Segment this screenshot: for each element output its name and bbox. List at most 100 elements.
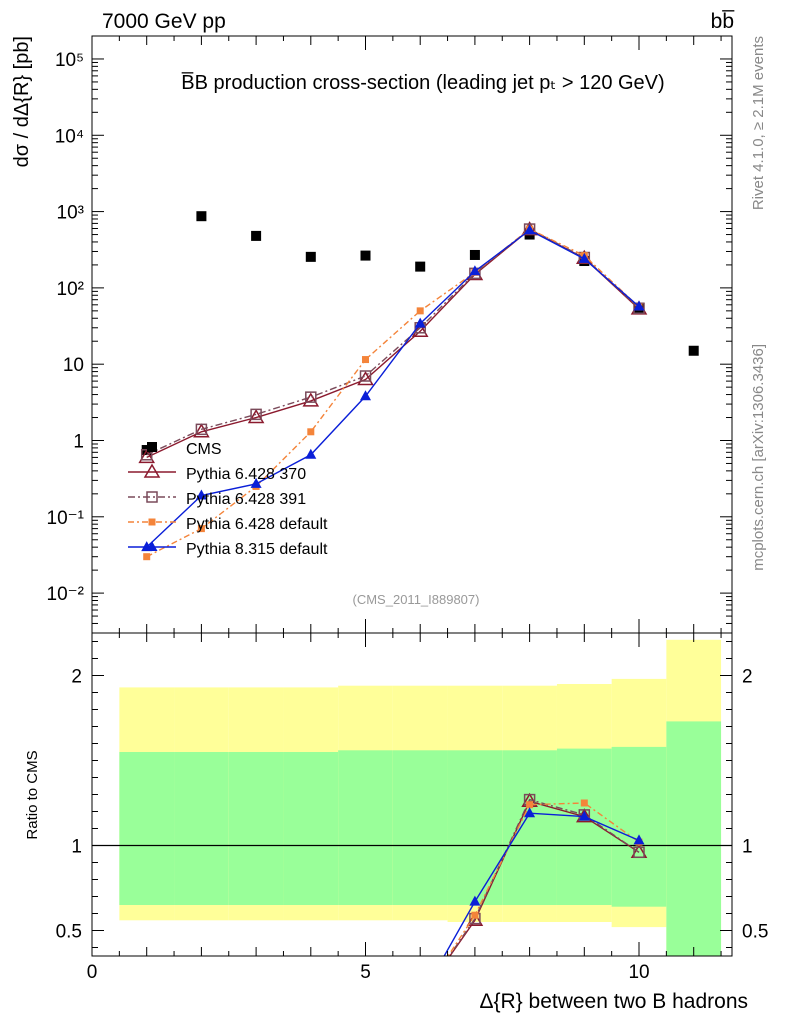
- ratio-line: [447, 802, 640, 956]
- ratio-point: [633, 846, 645, 859]
- bottom-ytick-label: 0.5: [56, 922, 82, 943]
- data-point: [305, 448, 317, 459]
- band-green: [556, 748, 612, 905]
- band-green: [666, 721, 722, 956]
- data-point: [247, 409, 265, 424]
- data-point: [469, 265, 481, 276]
- side-label-top: Rivet 4.1.0, ≥ 2.1M events: [750, 36, 767, 210]
- data-point: [524, 224, 536, 235]
- top-ytick-label: 10⁴: [55, 126, 84, 147]
- analysis-tag: (CMS_2011_I889807): [353, 592, 480, 607]
- bottom-ytick-label-right: 0.5: [742, 922, 768, 943]
- data-point: [362, 356, 370, 364]
- band-green: [119, 752, 175, 905]
- legend-label: CMS: [186, 441, 222, 458]
- data-point: [360, 390, 372, 401]
- legend-label: Pythia 6.428 370: [186, 466, 306, 483]
- data-point: [196, 211, 207, 222]
- legend-marker: [148, 518, 156, 526]
- bottom-ylabel: Ratio to CMS: [24, 750, 41, 839]
- series-4: [141, 224, 645, 552]
- axes: 10⁻² 10⁻¹ 1 10 10² 10³ 10⁴ 10⁵ 0 5 10 0.5 0.5 1 1 2 2: [47, 35, 768, 983]
- ratio-point: [578, 810, 590, 821]
- ratio-point: [415, 994, 425, 1004]
- data-point: [578, 252, 590, 263]
- ratio-series-3: [443, 807, 645, 956]
- ratio-point: [526, 801, 534, 809]
- ratio-point: [469, 895, 481, 906]
- series-line: [146, 229, 640, 548]
- legend-item: Pythia 6.428 default: [128, 516, 328, 533]
- data-point: [416, 307, 424, 315]
- series-2: [140, 223, 645, 461]
- legend-marker: [146, 541, 158, 551]
- data-point: [305, 391, 317, 403]
- data-point: [197, 525, 205, 533]
- band-green: [502, 750, 557, 905]
- bottom-ytick-label-right: 1: [742, 837, 753, 858]
- band-green: [228, 752, 284, 905]
- data-point: [250, 477, 262, 488]
- data-point: [469, 249, 480, 260]
- ratio-point: [576, 808, 593, 823]
- xtick-label: 5: [360, 962, 371, 983]
- legend-item: Pythia 6.428 370: [128, 463, 306, 483]
- band-green: [338, 750, 393, 905]
- top-ytick-label: 1: [73, 431, 84, 452]
- data-point: [414, 317, 426, 328]
- data-point: [633, 300, 645, 311]
- top-ytick-label: 10⁻¹: [47, 508, 85, 529]
- data-point: [307, 428, 315, 436]
- ratio-point: [413, 992, 427, 1004]
- data-point: [138, 448, 156, 464]
- legend-item: Pythia 6.428 391: [128, 491, 306, 508]
- data-point: [359, 370, 372, 382]
- legend: CMS Pythia 6.428 370 Pythia 6.428 391 Pythi…: [128, 441, 328, 558]
- xtick-label: 10: [628, 962, 649, 983]
- data-point: [251, 230, 262, 241]
- data-point: [302, 392, 320, 407]
- legend-label: Pythia 6.428 default: [186, 516, 328, 533]
- legend-marker: [143, 463, 161, 478]
- top-ytick-label: 10³: [57, 203, 84, 224]
- band-green: [283, 752, 339, 905]
- side-label-bottom: mcplots.cern.ch [arXiv:1306.3436]: [750, 344, 767, 571]
- ratio-series: [413, 792, 648, 1004]
- ratio-line: [448, 798, 640, 956]
- data-point: [360, 250, 371, 261]
- ratio-point: [580, 799, 588, 807]
- top-ytick-label: 10: [63, 355, 84, 376]
- legend-marker: [146, 491, 158, 503]
- data-point: [688, 345, 699, 356]
- data-point: [305, 251, 316, 262]
- top-ylabel: dσ / dΔ{R} [pb]: [11, 36, 33, 167]
- series-line: [146, 228, 640, 459]
- legend-label: Pythia 8.315 default: [186, 541, 328, 558]
- legend-marker: [147, 442, 157, 452]
- data-point: [140, 449, 153, 461]
- data-point: [143, 553, 151, 561]
- xlabel: Δ{R} between two B hadrons: [479, 990, 748, 1013]
- top-ytick-label: 10⁻²: [47, 584, 85, 605]
- series-line: [146, 228, 640, 456]
- series-1: [138, 221, 648, 464]
- data-point: [195, 423, 208, 436]
- legend-item: Pythia 8.315 default: [128, 541, 328, 558]
- ratio-point: [633, 834, 645, 845]
- top-ytick-label: 10²: [57, 279, 84, 300]
- band-green: [174, 752, 229, 905]
- legend-item: CMS: [147, 441, 222, 458]
- data-point: [195, 489, 207, 500]
- data-point: [357, 371, 374, 386]
- band-green: [611, 746, 667, 907]
- ratio-point: [417, 995, 424, 1002]
- series-3: [143, 225, 643, 561]
- chart-title: B̅B production cross-section (leading je…: [181, 71, 664, 94]
- bottom-ytick-label: 1: [71, 837, 82, 858]
- data-point: [415, 261, 426, 272]
- band-green: [392, 750, 448, 905]
- header-left: 7000 GeV pp: [102, 10, 226, 33]
- legend-label: Pythia 6.428 391: [186, 491, 306, 508]
- ratio-point: [524, 807, 536, 818]
